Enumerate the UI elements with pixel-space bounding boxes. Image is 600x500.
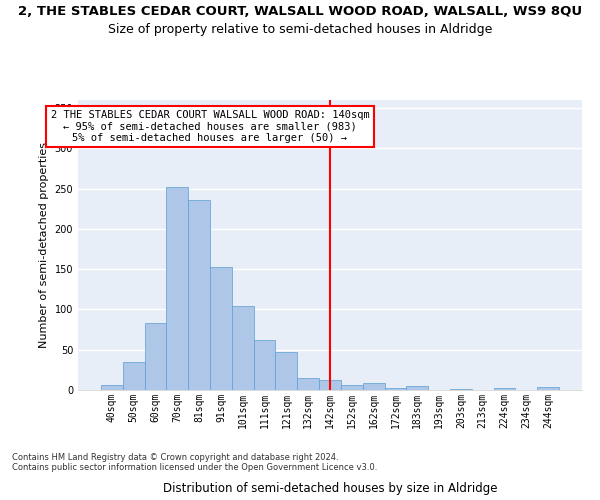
Bar	[406, 386, 428, 390]
Bar	[123, 362, 145, 390]
Bar	[494, 388, 515, 390]
Text: Distribution of semi-detached houses by size in Aldridge: Distribution of semi-detached houses by …	[163, 482, 497, 495]
Bar	[232, 306, 254, 390]
Bar	[537, 387, 559, 390]
Bar	[275, 352, 297, 390]
Bar	[254, 340, 275, 390]
Text: Contains HM Land Registry data © Crown copyright and database right 2024.: Contains HM Land Registry data © Crown c…	[12, 454, 338, 462]
Bar	[166, 187, 188, 390]
Bar	[101, 385, 123, 390]
Bar	[145, 323, 166, 390]
Text: 2 THE STABLES CEDAR COURT WALSALL WOOD ROAD: 140sqm
← 95% of semi-detached house: 2 THE STABLES CEDAR COURT WALSALL WOOD R…	[50, 110, 370, 143]
Bar	[210, 267, 232, 390]
Y-axis label: Number of semi-detached properties: Number of semi-detached properties	[39, 142, 49, 348]
Text: Size of property relative to semi-detached houses in Aldridge: Size of property relative to semi-detach…	[108, 22, 492, 36]
Bar	[363, 383, 385, 390]
Bar	[188, 200, 210, 390]
Text: 2, THE STABLES CEDAR COURT, WALSALL WOOD ROAD, WALSALL, WS9 8QU: 2, THE STABLES CEDAR COURT, WALSALL WOOD…	[18, 5, 582, 18]
Bar	[385, 388, 406, 390]
Bar	[341, 385, 363, 390]
Bar	[319, 380, 341, 390]
Bar	[450, 389, 472, 390]
Bar	[297, 378, 319, 390]
Text: Contains public sector information licensed under the Open Government Licence v3: Contains public sector information licen…	[12, 464, 377, 472]
